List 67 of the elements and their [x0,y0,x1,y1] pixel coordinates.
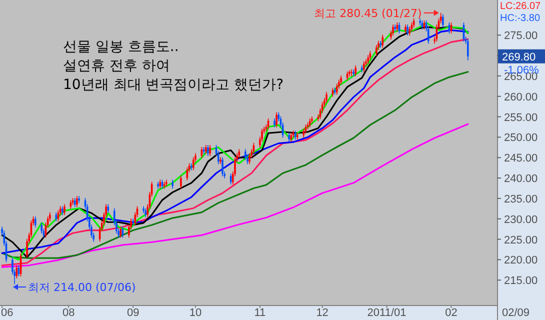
candlestick [406,24,408,36]
candlestick [375,44,378,56]
candlestick [180,175,182,190]
annotation: 최저 214.00 (07/06) [28,281,136,294]
candlestick [220,156,222,165]
candlestick [466,38,469,61]
candlestick [222,156,224,177]
candlestick [354,64,356,77]
x-tick-label: 09 [126,307,140,319]
candlestick [382,34,384,48]
candlestick [34,216,36,228]
x-tick-label: 08 [62,307,75,319]
annotation: 최고 280.45 (01/27) [314,6,422,20]
candlestick [419,18,421,26]
candlestick [276,112,278,128]
candlestick [192,156,194,171]
candlestick [209,144,211,156]
annotation: 10년래 최대 변곡점이라고 했던가? [63,77,284,93]
candlestick [207,144,209,156]
annotation: 설연휴 전후 하여 [63,58,170,74]
x-tick-label: 10 [189,307,202,319]
y-tick-label: 215.00 [504,275,538,288]
candlestick [326,91,328,104]
y-tick-label: 245.00 [504,152,538,165]
candlestick [244,148,246,160]
candlestick [442,14,444,28]
y-tick-label: 275.00 [504,30,538,42]
y-tick-label: 235.00 [504,193,538,206]
candlestick [380,40,382,48]
candlestick [363,60,365,73]
line-series [1,123,469,268]
candlestick [142,206,144,214]
candlestick [132,218,134,226]
candlestick [352,69,354,77]
y-tick-label: 250.00 [504,132,538,144]
candlestick [296,132,298,140]
candlestick [40,222,42,234]
candlestick [120,226,122,238]
candlestick [157,181,159,190]
candlestick [394,24,396,32]
y-tick-label: 240.00 [504,173,538,186]
candlestick [16,264,18,279]
x-tick-label: 02 [445,307,458,319]
x-tick-label: 12 [316,307,328,319]
candlestick [78,196,80,204]
y-tick-label: 260.00 [504,91,538,104]
text: 02/09 [502,307,530,319]
candlestick [76,196,78,208]
annotation: 선물 일봉 흐름도.. [63,39,179,55]
candlestick [64,204,66,216]
x-tick-label: 06 [1,307,14,319]
candlestick [392,24,394,36]
candlestick [165,179,168,187]
candlestick [311,116,313,124]
y-tick-label: 225.00 [504,234,538,246]
y-tick-label: 230.00 [504,214,538,226]
y-tick-label: 220.00 [504,254,538,267]
y-tick-label: 255.00 [504,112,538,124]
x-tick-label: 2011/01 [367,307,406,319]
candlestick [248,152,250,165]
x-tick-label: 11 [254,307,266,319]
text: 269.80 [502,51,536,64]
text: LC:26.07 [500,1,542,12]
candlestick [336,83,338,96]
candlestick [348,70,350,77]
text: HC:-3.80 [500,13,540,24]
line-series [1,71,469,259]
